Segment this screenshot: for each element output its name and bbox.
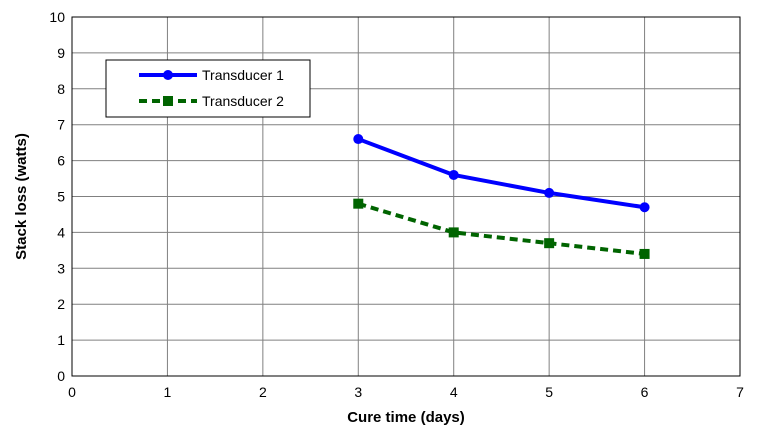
x-tick-label: 2 <box>259 384 267 400</box>
y-tick-label: 8 <box>57 81 65 97</box>
series-line <box>357 137 645 210</box>
x-tick-label: 0 <box>68 384 76 400</box>
series-line <box>357 201 645 256</box>
series-2 <box>353 198 650 259</box>
legend-label: Transducer 1 <box>202 67 284 83</box>
data-point <box>544 238 555 249</box>
x-tick-label: 3 <box>354 384 362 400</box>
y-tick-label: 2 <box>57 296 65 312</box>
series-1 <box>353 134 650 213</box>
x-tick-label: 5 <box>545 384 553 400</box>
legend-marker <box>163 96 173 106</box>
legend-box <box>105 59 311 118</box>
y-tick-label: 1 <box>57 332 65 348</box>
x-tick-label: 7 <box>736 384 744 400</box>
y-tick-label: 10 <box>49 9 65 25</box>
y-tick-label: 5 <box>57 189 65 205</box>
y-axis-label: Stack loss (watts) <box>13 133 30 260</box>
x-tick-label: 1 <box>164 384 172 400</box>
x-tick-label: 4 <box>450 384 458 400</box>
data-point <box>353 134 364 145</box>
y-tick-label: 6 <box>57 153 65 169</box>
legend-marker <box>163 70 173 80</box>
data-point <box>544 187 555 198</box>
y-tick-label: 9 <box>57 45 65 61</box>
data-point <box>448 227 459 238</box>
y-tick-label: 0 <box>57 368 65 384</box>
x-tick-label: 6 <box>641 384 649 400</box>
y-tick-label: 3 <box>57 260 65 276</box>
series-layer <box>353 134 650 259</box>
legend-label: Transducer 2 <box>202 93 284 109</box>
y-tick-label: 4 <box>57 224 65 240</box>
grid <box>71 16 741 377</box>
data-point <box>353 198 364 209</box>
legend: Transducer 1 Transducer 2 <box>105 59 311 118</box>
plot-frame <box>71 16 741 377</box>
tick-labels: 0 1 2 3 4 5 6 7 0 1 2 3 4 5 6 7 8 9 10 <box>49 9 744 400</box>
x-axis-label: Cure time (days) <box>347 409 465 426</box>
y-tick-label: 7 <box>57 117 65 133</box>
data-point <box>639 202 650 213</box>
data-point <box>639 248 650 259</box>
data-point <box>448 169 459 180</box>
